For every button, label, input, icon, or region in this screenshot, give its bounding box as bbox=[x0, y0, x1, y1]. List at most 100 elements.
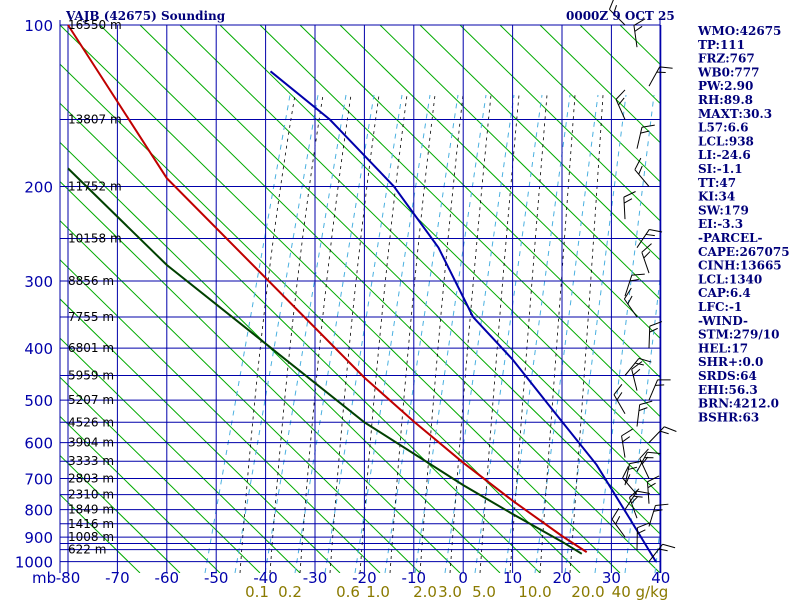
dry-adiabat-line bbox=[60, 141, 501, 573]
index-value: SW:179 bbox=[698, 203, 749, 217]
wind-barb-flag bbox=[641, 243, 652, 253]
height-label: 7755 m bbox=[68, 310, 114, 324]
mixing-ratio-line bbox=[324, 94, 403, 573]
dry-adiabat-line bbox=[60, 454, 181, 573]
dry-adiabat-line bbox=[299, 24, 660, 378]
wind-barb-staff bbox=[633, 25, 638, 48]
wind-barb-flag bbox=[656, 71, 666, 73]
pressure-tick-label: 100 bbox=[24, 17, 53, 35]
wind-barb-staff bbox=[611, 519, 626, 538]
mixing-ratio-line bbox=[204, 94, 291, 573]
dry-adiabat-line bbox=[339, 24, 660, 339]
wind-barb bbox=[608, 0, 626, 26]
index-value: STM:279/10 bbox=[698, 328, 779, 342]
mixing-ratio-label: 1.0 bbox=[366, 583, 390, 600]
wind-barb bbox=[621, 428, 633, 458]
wind-barb-flag bbox=[657, 379, 671, 381]
dry-adiabat-line bbox=[60, 298, 341, 573]
wind-barb-flag bbox=[631, 361, 643, 370]
wind-barb-flag bbox=[649, 228, 663, 233]
wind-barb bbox=[615, 89, 626, 120]
wind-barb bbox=[648, 543, 676, 562]
mixing-ratio-line bbox=[384, 94, 459, 573]
wind-barb-flag bbox=[634, 25, 643, 32]
clipped-background bbox=[60, 24, 660, 573]
wind-barb-staff bbox=[622, 477, 638, 495]
wind-barb bbox=[622, 466, 638, 495]
wind-barb-flag bbox=[632, 368, 641, 376]
index-value: L57:6.6 bbox=[698, 121, 748, 135]
mixing-ratio-line bbox=[414, 94, 487, 573]
index-value: LCL:1340 bbox=[698, 272, 762, 286]
temperature-tick-label: 40 bbox=[651, 569, 670, 587]
mixing-ratio-line bbox=[234, 94, 319, 573]
wind-barb-staff bbox=[629, 497, 638, 519]
wind-barb-flag bbox=[622, 466, 629, 479]
height-label: 3333 m bbox=[68, 454, 114, 468]
height-label: 6801 m bbox=[68, 341, 114, 355]
wind-barb-staff bbox=[613, 394, 626, 414]
wind-barb-flag bbox=[645, 233, 655, 237]
wind-barb-flag bbox=[655, 384, 665, 386]
wind-barb bbox=[646, 475, 660, 504]
wind-barb-flag bbox=[649, 327, 658, 333]
wind-barb-staff bbox=[624, 358, 640, 376]
dry-adiabat-line bbox=[179, 24, 660, 496]
moist-adiabat-line bbox=[449, 94, 492, 573]
height-label: 5959 m bbox=[68, 369, 114, 383]
wind-barb bbox=[613, 384, 626, 414]
mixing-ratio-line bbox=[294, 94, 375, 573]
chart-title: VAJB (42675) Sounding bbox=[65, 9, 226, 23]
wind-barb-staff bbox=[623, 197, 626, 220]
dry-adiabat-line bbox=[99, 24, 660, 573]
wind-barb bbox=[636, 124, 655, 149]
wind-barb bbox=[629, 488, 640, 519]
height-label: 1849 m bbox=[68, 503, 114, 517]
moist-adiabat-line bbox=[359, 94, 408, 573]
height-label: 2803 m bbox=[68, 472, 114, 486]
wind-barb-flag bbox=[633, 495, 643, 498]
dry-adiabat-line bbox=[60, 259, 381, 573]
wind-barb-flag bbox=[638, 165, 643, 175]
wind-barb-flag bbox=[637, 522, 650, 529]
wind-barb-flag bbox=[628, 466, 638, 470]
dry-adiabat-line bbox=[60, 102, 541, 573]
index-value: WB0:777 bbox=[697, 65, 759, 79]
wind-barb-flag bbox=[629, 279, 639, 282]
wind-barb-flag bbox=[629, 460, 643, 465]
wind-barb-staff bbox=[641, 252, 650, 274]
index-value: BRN:4212.0 bbox=[698, 397, 779, 411]
height-label: 13807 m bbox=[68, 112, 122, 126]
temperature-tick-label: 20 bbox=[552, 569, 571, 587]
index-value: BSHR:63 bbox=[698, 410, 759, 424]
moist-adiabat-line bbox=[539, 94, 576, 573]
wind-barb bbox=[648, 503, 669, 527]
mixing-ratio-label: 2.0 bbox=[413, 583, 437, 600]
mixing-ratio-label: 5.0 bbox=[472, 583, 496, 600]
label-layer: VAJB (42675) Sounding 0000Z 9 OCT 2510020… bbox=[15, 9, 790, 600]
temperature-tick-label: 30 bbox=[602, 569, 621, 587]
wind-barb-staff bbox=[634, 169, 650, 187]
wind-barb-flag bbox=[608, 0, 615, 10]
profile-series-line bbox=[269, 70, 657, 563]
wind-barb bbox=[611, 507, 626, 538]
moist-adiabat-line bbox=[569, 94, 604, 573]
temperature-tick-label: -30 bbox=[303, 569, 328, 587]
wind-barb-flag bbox=[659, 430, 669, 435]
wind-barb-flag bbox=[659, 66, 673, 69]
pressure-tick-label: 300 bbox=[24, 273, 53, 291]
wind-barb-flag bbox=[613, 5, 617, 14]
moist-adiabat-line bbox=[419, 94, 464, 573]
moist-adiabat-line bbox=[299, 94, 352, 573]
wind-barb bbox=[624, 273, 645, 297]
wind-barb-flag bbox=[647, 482, 656, 489]
index-value: KI:34 bbox=[698, 190, 735, 204]
wind-barb-flag bbox=[647, 475, 660, 483]
wind-barb-flag bbox=[623, 287, 632, 300]
index-value: TT:47 bbox=[698, 176, 736, 190]
index-value: -WIND- bbox=[698, 314, 748, 328]
mixing-ratio-label: 40 g/kg bbox=[612, 583, 669, 600]
wind-barb-flag bbox=[622, 436, 631, 443]
pressure-tick-label: 1000 bbox=[15, 554, 53, 572]
index-value: FRZ:767 bbox=[698, 52, 755, 66]
